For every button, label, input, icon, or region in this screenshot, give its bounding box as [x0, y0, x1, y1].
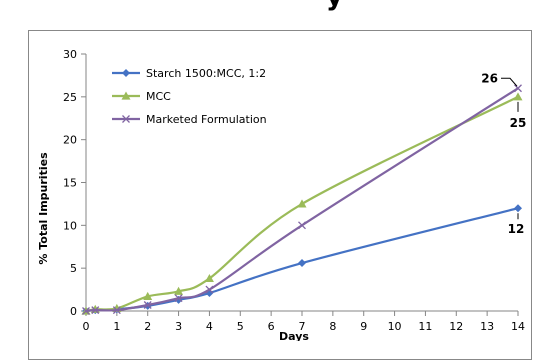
data-point — [514, 204, 522, 213]
data-point — [297, 199, 307, 208]
y-tick-label: 0 — [70, 305, 77, 318]
x-tick-label: 13 — [480, 320, 494, 333]
x-tick-label: 1 — [113, 320, 120, 333]
x-axis-title: Days — [279, 330, 309, 341]
chart-container: y 05101520253001234567891011121314Days% … — [28, 0, 532, 360]
x-tick-label: 11 — [418, 320, 432, 333]
annotation-label: 12 — [508, 222, 525, 236]
legend-marker — [122, 115, 130, 123]
data-point — [204, 273, 214, 283]
annotation-label: 26 — [481, 71, 498, 85]
legend-label: MCC — [146, 90, 171, 103]
legend-marker — [122, 69, 130, 77]
data-point — [298, 221, 306, 230]
data-point — [174, 294, 183, 303]
x-tick-label: 2 — [144, 320, 151, 333]
data-point — [143, 301, 152, 309]
y-tick-label: 15 — [63, 177, 77, 190]
chart-title-fragment: y — [326, 0, 343, 12]
y-tick-label: 10 — [63, 219, 77, 232]
chart-frame — [28, 30, 532, 360]
data-point — [112, 306, 121, 315]
y-tick-label: 20 — [63, 134, 77, 147]
x-tick-label: 12 — [449, 320, 463, 333]
x-tick-label: 9 — [360, 320, 367, 333]
x-tick-label: 0 — [83, 320, 90, 333]
data-point — [143, 291, 153, 301]
x-tick-label: 4 — [206, 320, 213, 333]
x-tick-label: 7 — [299, 320, 306, 333]
data-point — [91, 306, 100, 315]
x-tick-label: 10 — [388, 320, 402, 333]
y-tick-label: 25 — [63, 91, 77, 104]
legend-label: Starch 1500:MCC, 1:2 — [146, 67, 266, 80]
annotation-label: 25 — [510, 116, 527, 130]
x-tick-label: 6 — [268, 320, 275, 333]
legend-marker — [121, 91, 131, 100]
y-axis-title: % Total Impurities — [37, 152, 50, 265]
annotation-leader — [501, 77, 518, 87]
data-point — [174, 286, 184, 295]
x-tick-label: 3 — [175, 320, 182, 333]
data-point — [298, 259, 306, 268]
data-point — [205, 285, 214, 294]
data-point — [514, 84, 522, 93]
data-point — [513, 92, 523, 101]
data-point — [82, 307, 90, 315]
x-tick-label: 8 — [329, 320, 336, 333]
y-tick-label: 5 — [70, 262, 77, 275]
y-tick-label: 30 — [63, 48, 77, 61]
x-tick-label: 14 — [511, 320, 525, 333]
legend-label: Marketed Formulation — [146, 113, 267, 126]
x-tick-label: 5 — [237, 320, 244, 333]
